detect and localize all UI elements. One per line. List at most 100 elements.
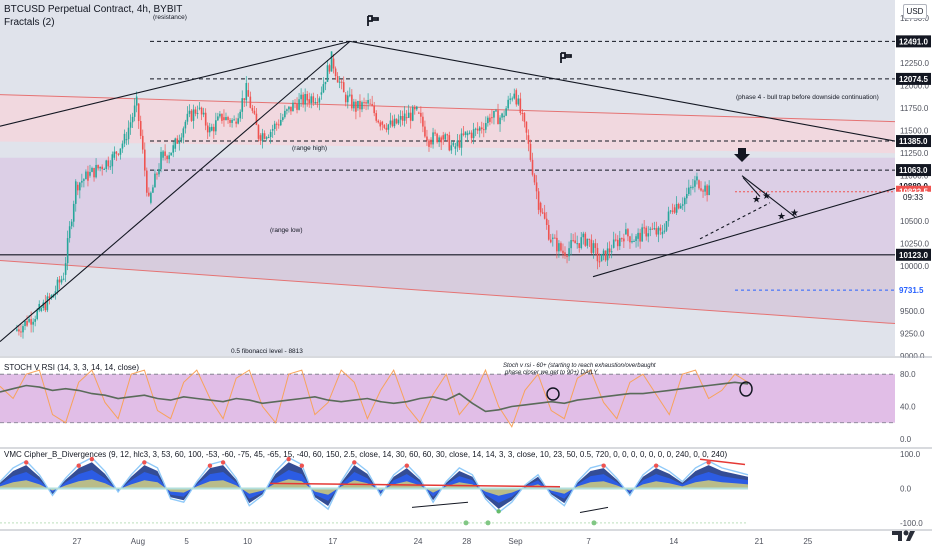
candle-body[interactable] — [513, 93, 516, 99]
candle-body[interactable] — [306, 94, 308, 101]
candle-body[interactable] — [503, 115, 505, 118]
candle-body[interactable] — [558, 243, 560, 252]
candle-body[interactable] — [464, 131, 467, 135]
candle-body[interactable] — [675, 203, 678, 213]
candle-body[interactable] — [560, 243, 562, 251]
candle-body[interactable] — [509, 98, 511, 100]
candle-body[interactable] — [507, 99, 509, 109]
candle-body[interactable] — [286, 109, 288, 111]
candle-body[interactable] — [606, 248, 609, 261]
candle-body[interactable] — [77, 184, 79, 191]
candle-body[interactable] — [698, 180, 700, 189]
candle-body[interactable] — [547, 224, 550, 240]
candle-body[interactable] — [91, 167, 93, 172]
candle-body[interactable] — [549, 239, 552, 243]
candle-body[interactable] — [290, 106, 292, 112]
candle-body[interactable] — [704, 185, 706, 192]
candle-body[interactable] — [683, 198, 686, 205]
candle-body[interactable] — [225, 117, 227, 121]
candle-body[interactable] — [204, 112, 207, 126]
candle-body[interactable] — [109, 166, 112, 168]
candle-body[interactable] — [489, 117, 491, 122]
candle-body[interactable] — [371, 103, 373, 106]
candle-body[interactable] — [635, 236, 637, 242]
series-line-rsi[interactable] — [0, 381, 749, 413]
candle-body[interactable] — [255, 113, 258, 126]
candle-body[interactable] — [322, 84, 325, 93]
candle-body[interactable] — [485, 123, 487, 130]
candle-body[interactable] — [529, 143, 532, 160]
trendline-support[interactable] — [592, 187, 896, 278]
candle-body[interactable] — [95, 164, 97, 178]
currency-button[interactable]: USD — [903, 4, 927, 19]
projection-dashed[interactable] — [699, 202, 771, 240]
candle-body[interactable] — [296, 103, 298, 110]
candle-body[interactable] — [651, 228, 654, 230]
stoch-rsi-pane[interactable]: 0.0 40.0 80.0 STOCH V RSI (14, 3, 3, 14, 14… — [0, 356, 932, 447]
candle-body[interactable] — [277, 124, 280, 126]
candle-body[interactable] — [20, 331, 22, 333]
candle-body[interactable] — [70, 221, 73, 227]
candle-body[interactable] — [150, 192, 152, 203]
candle-body[interactable] — [152, 187, 154, 193]
candle-body[interactable] — [143, 149, 146, 171]
candle-body[interactable] — [592, 243, 595, 253]
candle-body[interactable] — [50, 295, 53, 299]
candle-body[interactable] — [79, 182, 81, 191]
projection-leg-1[interactable] — [741, 175, 796, 218]
candle-body[interactable] — [174, 138, 177, 149]
candle-body[interactable] — [26, 320, 28, 326]
candle-body[interactable] — [269, 131, 272, 138]
candle-body[interactable] — [659, 227, 662, 231]
candle-body[interactable] — [336, 76, 339, 83]
candle-body[interactable] — [665, 221, 668, 231]
candle-body[interactable] — [227, 117, 229, 120]
price-pane[interactable]: 9000.09250.09500.09750.010000.010250.010… — [0, 0, 932, 361]
candle-body[interactable] — [420, 112, 422, 117]
candle-body[interactable] — [231, 119, 233, 123]
candle-body[interactable] — [438, 137, 440, 143]
candle-body[interactable] — [637, 232, 639, 239]
candle-body[interactable] — [235, 121, 237, 124]
candle-body[interactable] — [245, 82, 248, 101]
candle-body[interactable] — [413, 107, 416, 110]
candle-body[interactable] — [570, 240, 572, 249]
candle-body[interactable] — [127, 127, 130, 140]
candle-body[interactable] — [338, 81, 341, 83]
candle-body[interactable] — [568, 248, 570, 257]
candle-body[interactable] — [409, 112, 412, 121]
candle-body[interactable] — [537, 191, 540, 210]
candle-body[interactable] — [40, 308, 43, 311]
candle-body[interactable] — [292, 102, 294, 112]
candles[interactable] — [16, 51, 710, 339]
candle-body[interactable] — [125, 139, 128, 141]
candle-body[interactable] — [357, 100, 359, 109]
candle-body[interactable] — [541, 212, 544, 214]
candle-body[interactable] — [556, 237, 558, 252]
candle-body[interactable] — [194, 109, 197, 114]
candle-body[interactable] — [598, 261, 601, 263]
candle-body[interactable] — [426, 136, 428, 141]
candle-body[interactable] — [72, 203, 75, 222]
candle-body[interactable] — [416, 106, 418, 110]
candle-body[interactable] — [566, 256, 568, 258]
candle-body[interactable] — [610, 251, 613, 253]
candle-body[interactable] — [688, 187, 690, 194]
candle-body[interactable] — [582, 233, 585, 238]
candle-body[interactable] — [168, 155, 170, 160]
candle-body[interactable] — [162, 151, 164, 158]
candle-body[interactable] — [131, 116, 134, 123]
candle-body[interactable] — [206, 125, 209, 133]
candle-body[interactable] — [625, 229, 627, 235]
candle-body[interactable] — [302, 94, 304, 105]
candle-body[interactable] — [614, 239, 617, 241]
candle-body[interactable] — [38, 303, 41, 311]
candle-body[interactable] — [30, 319, 32, 325]
candle-body[interactable] — [365, 102, 367, 104]
trendline-rising[interactable] — [0, 40, 351, 342]
candle-body[interactable] — [428, 140, 430, 147]
candle-body[interactable] — [284, 110, 286, 118]
candle-body[interactable] — [359, 100, 361, 110]
candle-body[interactable] — [574, 240, 576, 244]
